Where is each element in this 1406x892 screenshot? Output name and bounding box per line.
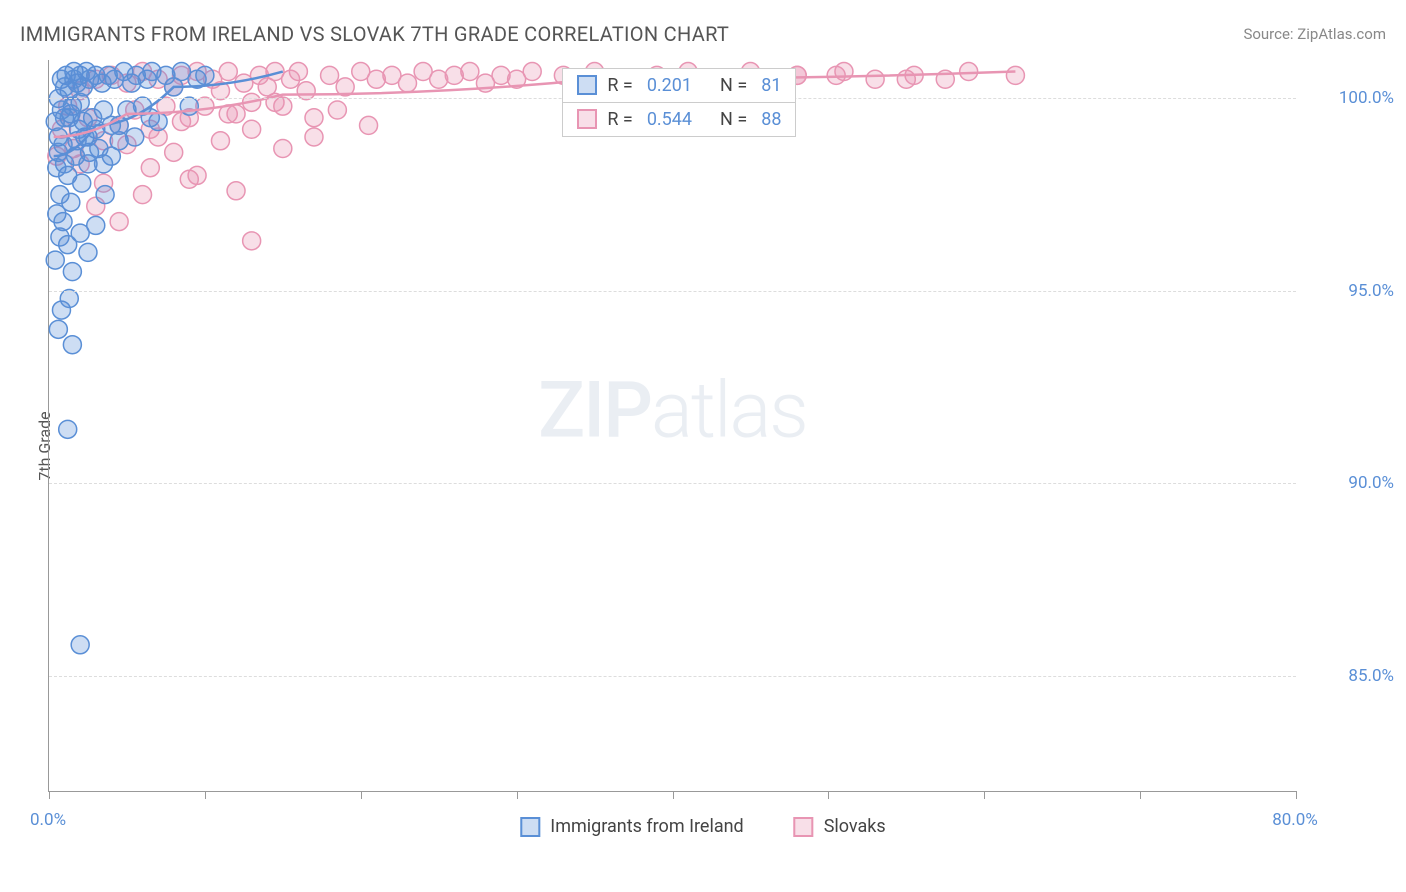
data-point	[126, 128, 144, 146]
x-tick-label: 80.0%	[1272, 810, 1318, 830]
data-point	[134, 186, 152, 204]
data-point	[289, 63, 307, 81]
bottom-legend: Immigrants from Ireland Slovaks	[520, 816, 885, 837]
legend-label-slovaks: Slovaks	[824, 816, 886, 837]
n-value: 81	[761, 75, 781, 96]
r-label: R =	[607, 109, 632, 130]
data-point	[87, 216, 105, 234]
r-value: 0.201	[647, 75, 692, 96]
gridline	[49, 291, 1296, 292]
data-point	[71, 93, 89, 111]
x-tick	[49, 791, 50, 799]
y-tick-label: 100.0%	[1339, 88, 1394, 108]
data-point	[196, 66, 214, 84]
data-point	[46, 251, 64, 269]
data-point	[65, 70, 83, 88]
data-point	[56, 155, 74, 173]
legend-item-ireland: Immigrants from Ireland	[520, 816, 743, 837]
stat-swatch	[577, 109, 597, 129]
data-point	[960, 63, 978, 81]
data-point	[399, 74, 417, 92]
data-point	[59, 420, 77, 438]
data-point	[60, 290, 78, 308]
data-point	[211, 132, 229, 150]
data-point	[165, 143, 183, 161]
legend-swatch-slovaks	[794, 817, 814, 837]
data-point	[73, 174, 91, 192]
data-point	[96, 186, 114, 204]
x-tick	[828, 791, 829, 799]
r-value: 0.544	[647, 109, 692, 130]
data-point	[321, 66, 339, 84]
data-point	[79, 243, 97, 261]
data-point	[360, 116, 378, 134]
gridline	[49, 483, 1296, 484]
data-point	[63, 336, 81, 354]
data-point	[219, 63, 237, 81]
data-point	[71, 636, 89, 654]
data-point	[49, 320, 67, 338]
data-point	[461, 63, 479, 81]
data-point	[297, 82, 315, 100]
data-point	[110, 213, 128, 231]
data-point	[54, 213, 72, 231]
chart-title: IMMIGRANTS FROM IRELAND VS SLOVAK 7TH GR…	[20, 22, 729, 46]
source-attribution: Source: ZipAtlas.com	[1243, 25, 1386, 43]
legend-label-ireland: Immigrants from Ireland	[550, 816, 743, 837]
x-tick-label: 0.0%	[30, 810, 66, 830]
data-point	[305, 128, 323, 146]
r-label: R =	[607, 75, 632, 96]
data-point	[63, 263, 81, 281]
x-tick	[517, 791, 518, 799]
n-value: 88	[761, 109, 781, 130]
chart-header: IMMIGRANTS FROM IRELAND VS SLOVAK 7TH GR…	[0, 0, 1406, 56]
data-point	[180, 170, 198, 188]
stat-legend-slovaks: R = 0.544 N = 88	[562, 102, 796, 137]
data-point	[95, 155, 113, 173]
data-point	[141, 159, 159, 177]
stat-swatch	[577, 75, 597, 95]
x-tick	[1296, 791, 1297, 799]
x-tick	[361, 791, 362, 799]
data-point	[60, 109, 78, 127]
data-point	[243, 232, 261, 250]
data-point	[243, 120, 261, 138]
y-tick-label: 85.0%	[1348, 666, 1394, 686]
data-point	[328, 101, 346, 119]
data-point	[866, 70, 884, 88]
y-tick-label: 95.0%	[1348, 281, 1394, 301]
x-tick	[984, 791, 985, 799]
scatter-plot-svg	[49, 60, 1296, 791]
data-point	[1006, 66, 1024, 84]
gridline	[49, 676, 1296, 677]
n-label: N =	[720, 109, 747, 130]
x-tick	[673, 791, 674, 799]
y-tick-label: 90.0%	[1348, 473, 1394, 493]
data-point	[523, 63, 541, 81]
data-point	[305, 109, 323, 127]
x-tick	[1140, 791, 1141, 799]
data-point	[227, 182, 245, 200]
chart-plot-area: ZIPatlas	[48, 60, 1296, 792]
data-point	[95, 101, 113, 119]
legend-item-slovaks: Slovaks	[794, 816, 886, 837]
x-tick	[205, 791, 206, 799]
legend-swatch-ireland	[520, 817, 540, 837]
stat-legend-ireland: R = 0.201 N = 81	[562, 68, 796, 103]
data-point	[274, 139, 292, 157]
n-label: N =	[720, 75, 747, 96]
